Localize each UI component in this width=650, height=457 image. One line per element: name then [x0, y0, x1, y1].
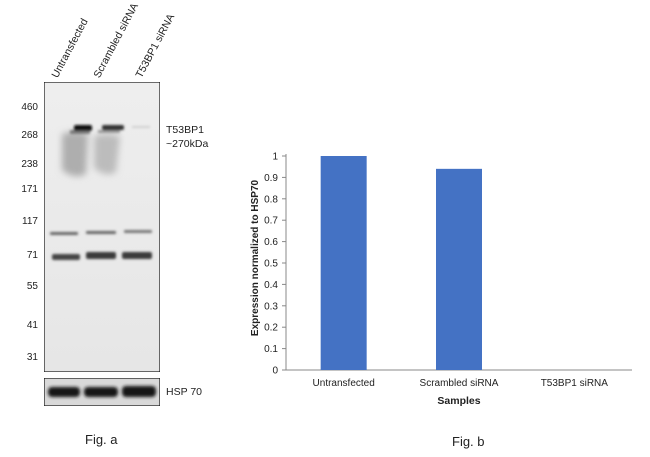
mw-marker-268: 268 — [21, 130, 38, 141]
blot-main-image — [44, 82, 160, 372]
lane-label-t53bp1-sirna: T53BP1 siRNA — [133, 12, 178, 80]
y-tick-label: 0.1 — [264, 344, 278, 355]
y-tick-label: 0.7 — [264, 216, 278, 227]
blot-hsp70-strip — [44, 378, 160, 406]
y-tick-label: 0.5 — [264, 259, 278, 270]
y-tick-label: 1 — [272, 152, 278, 163]
y-axis-title: Expression normalized to HSP70 — [250, 179, 261, 336]
lane-label-untransfected: Untransfected — [49, 16, 91, 80]
bar-untransfected — [320, 156, 367, 370]
target-size-label: ~270kDa — [166, 138, 209, 150]
mw-marker-117: 117 — [22, 216, 38, 227]
x-tick-label: Untransfected — [313, 378, 375, 389]
y-tick-label: 0 — [272, 366, 278, 377]
x-axis-title: Samples — [437, 395, 480, 407]
mw-marker-171: 171 — [21, 184, 38, 195]
fig-a-caption: Fig. a — [85, 432, 118, 447]
target-protein-label: T53BP1 — [166, 124, 204, 136]
mw-marker-column: 460 268 238 171 117 71 55 41 31 — [0, 0, 38, 380]
y-tick-label: 0.9 — [264, 173, 278, 184]
expression-bar-chart: Expression normalized to HSP70 0 0.1 0.2 0.… — [250, 152, 632, 407]
y-tick-label: 0.8 — [264, 194, 278, 205]
mw-marker-238: 238 — [21, 159, 38, 170]
mw-marker-41: 41 — [26, 320, 38, 331]
y-tick-label: 0.2 — [264, 323, 278, 334]
y-tick-label: 0.3 — [264, 301, 278, 312]
lane-label-scrambled-sirna: Scrambled siRNA — [91, 1, 141, 80]
mw-marker-460: 460 — [21, 102, 38, 113]
x-tick-label: T53BP1 siRNA — [541, 378, 609, 389]
x-tick-label: Scrambled siRNA — [420, 378, 499, 389]
fig-b-caption: Fig. b — [452, 434, 485, 449]
y-tick-label: 0.6 — [264, 237, 278, 248]
mw-marker-31: 31 — [26, 352, 38, 363]
bar-scrambled-sirna — [436, 168, 482, 370]
mw-marker-71: 71 — [26, 250, 38, 261]
mw-marker-55: 55 — [26, 281, 38, 292]
loading-control-label: HSP 70 — [166, 386, 202, 398]
y-tick-label: 0.4 — [264, 280, 278, 291]
